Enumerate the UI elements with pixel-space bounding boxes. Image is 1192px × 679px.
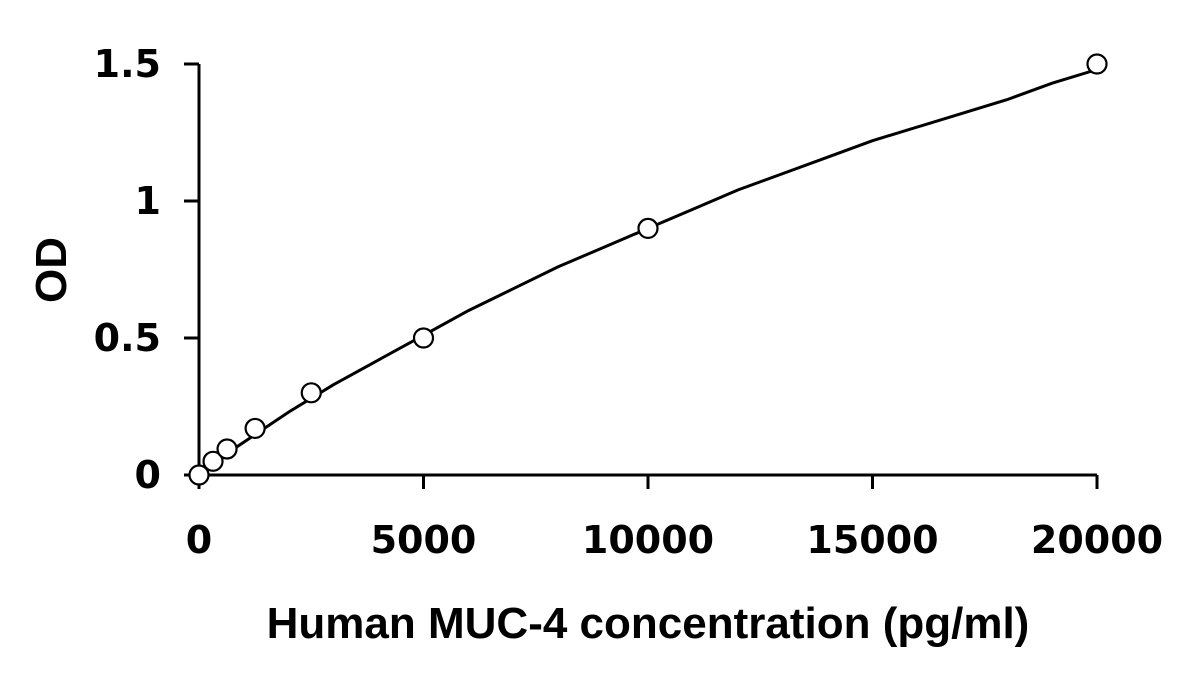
fit-curve-group bbox=[198, 68, 1098, 474]
fit-curve-line bbox=[198, 68, 1098, 474]
x-tick-label: 5000 bbox=[371, 518, 477, 562]
y-tick-label: 0 bbox=[135, 453, 161, 497]
x-ticks: 0 5000 10000 15000 20000 bbox=[186, 475, 1163, 562]
data-point bbox=[188, 464, 210, 486]
y-ticks: 0 0.5 1 1.5 bbox=[94, 42, 199, 497]
x-tick-label: 20000 bbox=[1031, 518, 1163, 562]
x-tick-label: 10000 bbox=[582, 518, 714, 562]
data-points bbox=[188, 53, 1108, 486]
y-tick-label: 1 bbox=[135, 179, 161, 223]
axes bbox=[197, 64, 1097, 477]
x-tick-label: 15000 bbox=[806, 518, 938, 562]
y-tick-label: 1.5 bbox=[94, 42, 161, 86]
data-point bbox=[202, 450, 224, 472]
y-axis-title: OD bbox=[27, 237, 76, 303]
data-point bbox=[637, 217, 659, 239]
y-tick-label: 0.5 bbox=[94, 316, 161, 360]
data-point bbox=[244, 417, 266, 440]
x-axis-title: Human MUC-4 concentration (pg/ml) bbox=[267, 599, 1030, 648]
data-point bbox=[412, 327, 435, 349]
data-point bbox=[216, 438, 238, 460]
data-point bbox=[1086, 53, 1108, 75]
x-tick-label: 0 bbox=[186, 518, 212, 562]
data-point bbox=[300, 382, 322, 404]
